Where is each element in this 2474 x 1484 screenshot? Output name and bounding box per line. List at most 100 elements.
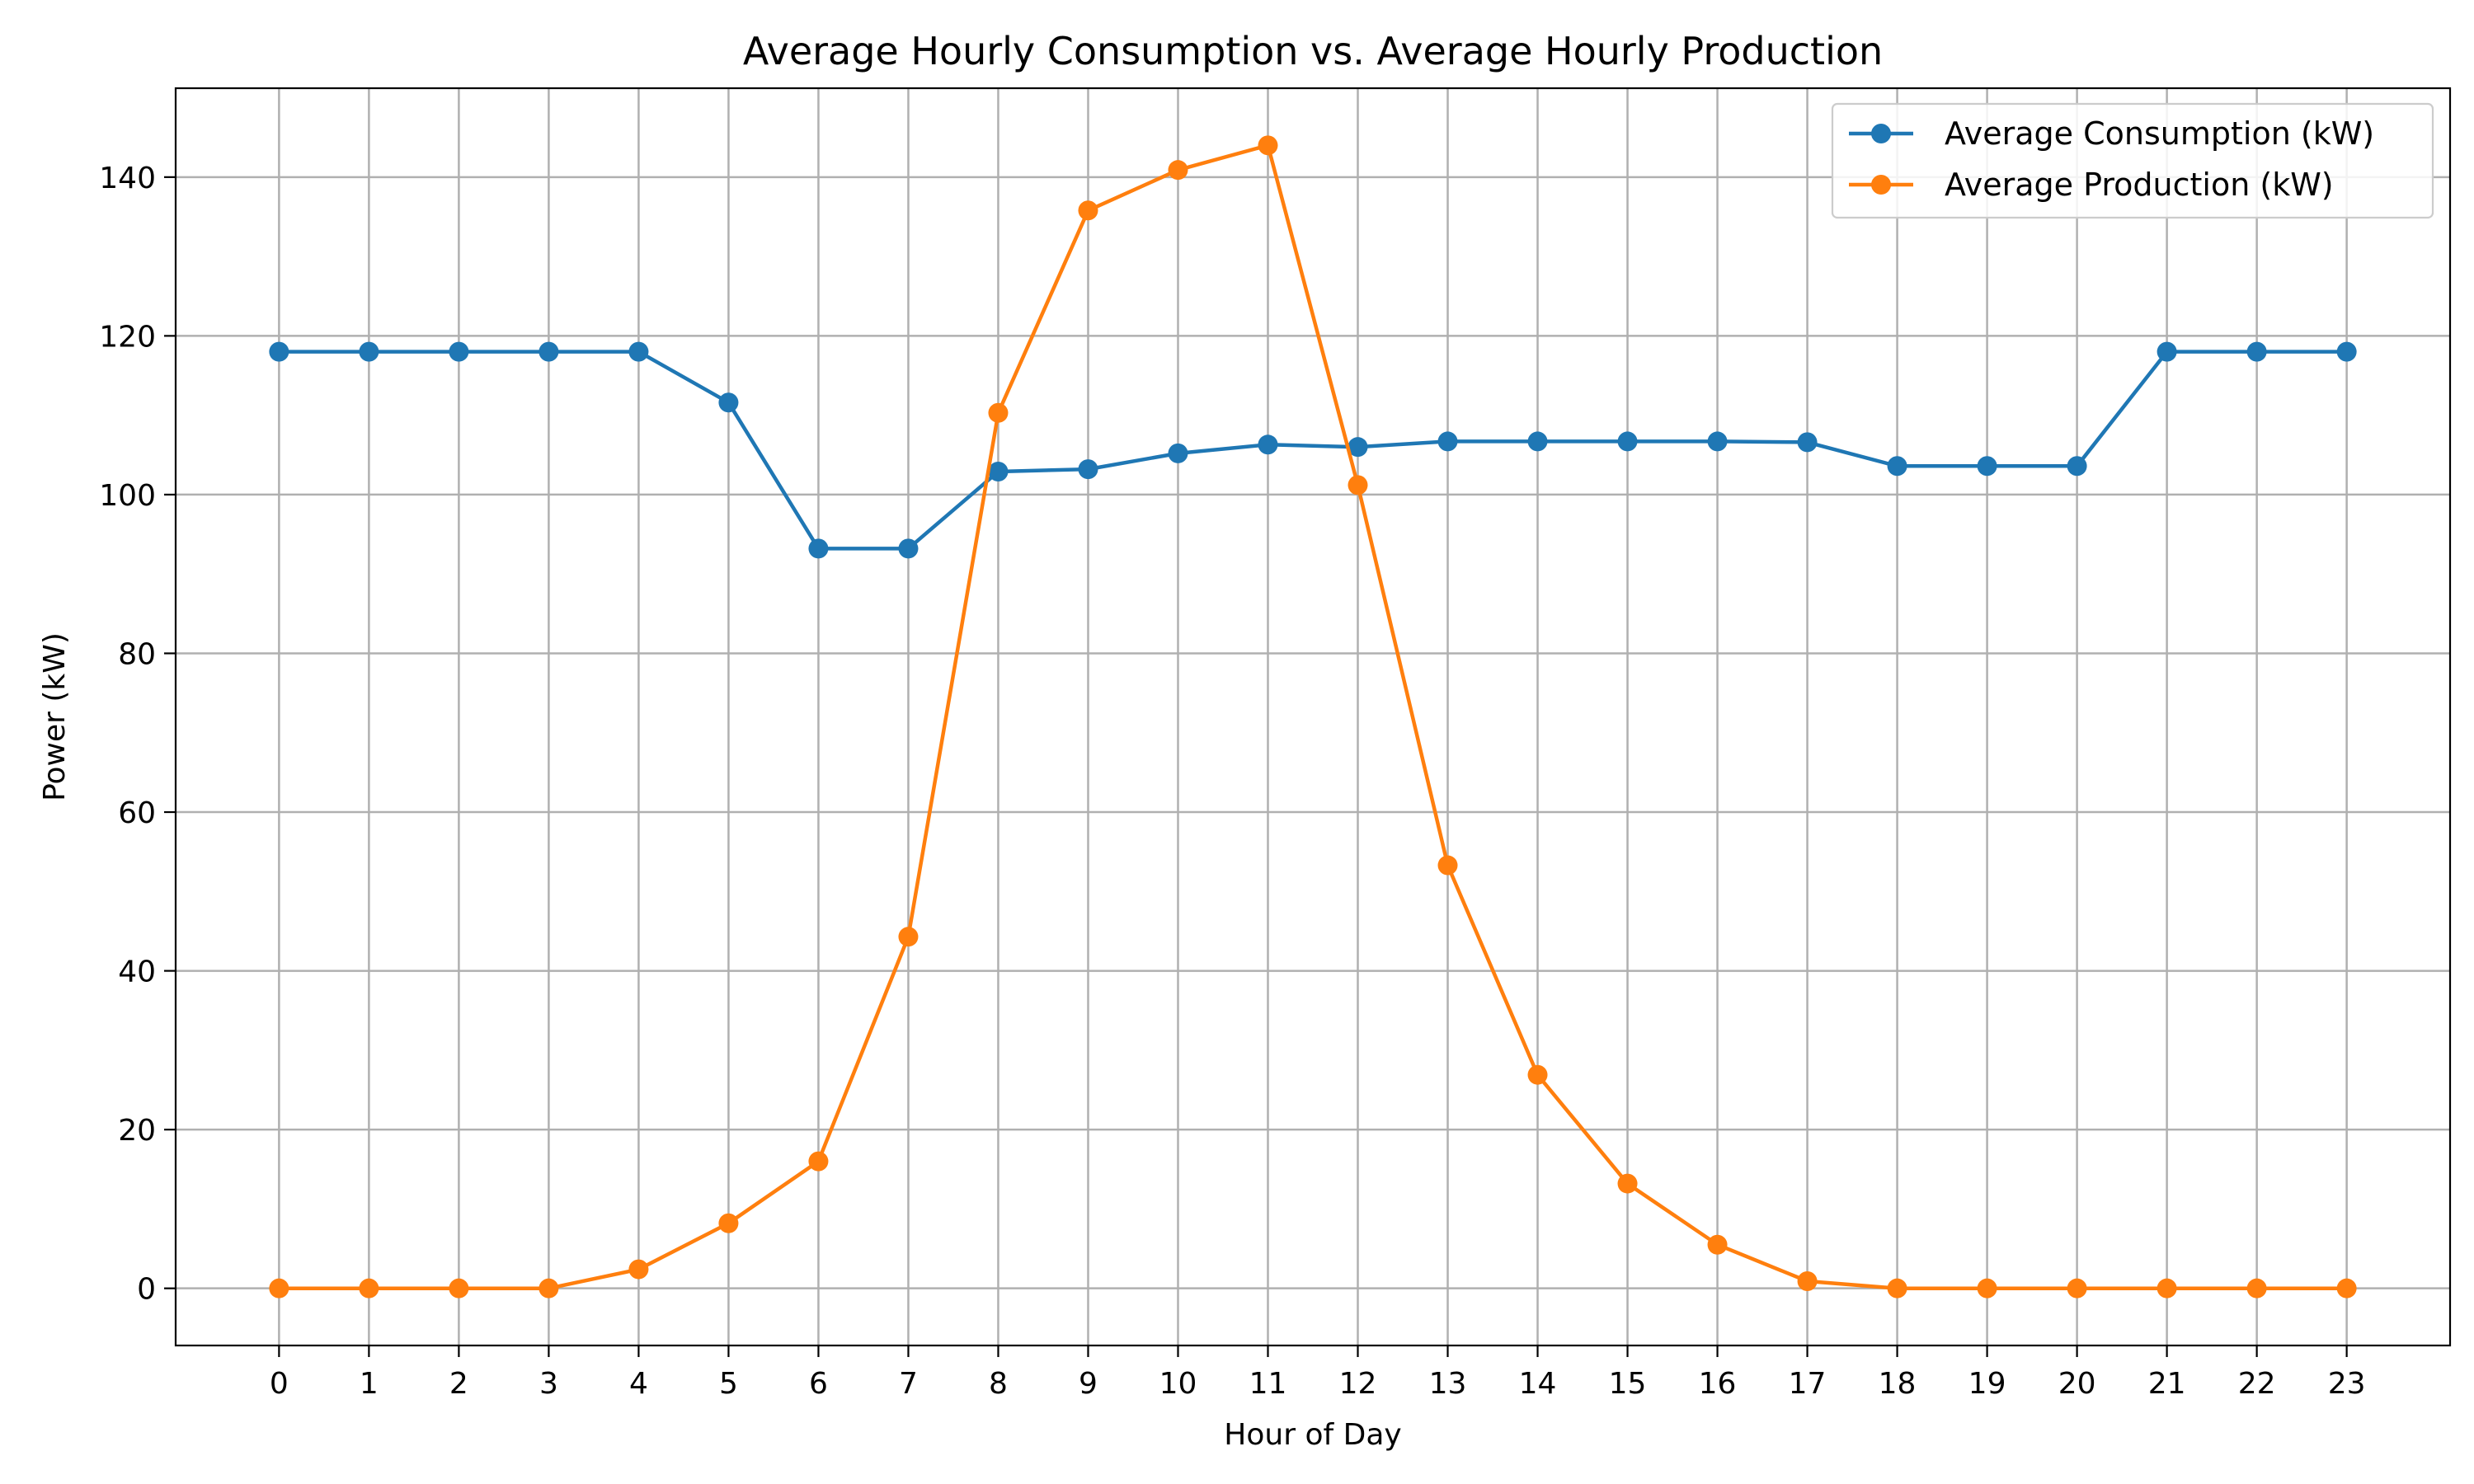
y-tick-label: 60	[118, 796, 156, 830]
data-point	[539, 1278, 559, 1298]
x-tick-label: 10	[1159, 1367, 1197, 1401]
data-point	[1437, 431, 1458, 452]
x-tick-label: 0	[270, 1367, 289, 1401]
data-point	[449, 341, 469, 362]
y-tick-label: 0	[137, 1273, 156, 1307]
data-point	[1258, 434, 1278, 455]
x-tick-label: 18	[1879, 1367, 1917, 1401]
legend-item: Average Production (kW)	[1849, 167, 2334, 203]
x-tick-label: 3	[539, 1367, 558, 1401]
data-point	[1078, 200, 1098, 221]
x-tick-label: 8	[989, 1367, 1008, 1401]
plot-frame	[174, 87, 2452, 1347]
data-point	[628, 1259, 649, 1280]
data-point	[449, 1278, 469, 1298]
data-point	[269, 1278, 289, 1298]
x-tick-label: 14	[1519, 1367, 1557, 1401]
x-tick-label: 17	[1789, 1367, 1827, 1401]
x-tick-label: 5	[719, 1367, 738, 1401]
data-point	[1617, 431, 1638, 452]
data-point	[1797, 1271, 1818, 1292]
data-point	[1707, 1234, 1728, 1255]
series-line	[279, 350, 2347, 551]
x-tick-label: 21	[2148, 1367, 2186, 1401]
series-consumption	[269, 341, 2357, 559]
legend-box	[1831, 102, 2434, 219]
data-point	[1078, 459, 1098, 480]
data-point	[718, 1213, 739, 1233]
y-tick-label: 20	[118, 1114, 156, 1148]
x-tick-label: 16	[1699, 1367, 1737, 1401]
data-point	[2246, 1278, 2267, 1298]
x-axis-label: Hour of Day	[1224, 1418, 1401, 1452]
y-tick-label: 140	[99, 162, 156, 195]
x-tick-label: 7	[899, 1367, 918, 1401]
y-tick-label: 100	[99, 479, 156, 513]
x-tick-label: 4	[629, 1367, 648, 1401]
x-tick-label: 23	[2328, 1367, 2366, 1401]
series-production	[269, 135, 2357, 1298]
x-tick-label: 12	[1339, 1367, 1377, 1401]
x-tick-label: 1	[360, 1367, 379, 1401]
grid	[176, 88, 2450, 1345]
data-point	[1258, 135, 1278, 156]
data-point	[2336, 341, 2357, 362]
data-point	[539, 341, 559, 362]
y-tick-label: 80	[118, 637, 156, 671]
data-point	[1707, 431, 1728, 452]
chart-title: Average Hourly Consumption vs. Average H…	[743, 29, 1883, 73]
data-point	[718, 392, 739, 413]
data-point	[1437, 855, 1458, 876]
data-point	[359, 341, 379, 362]
data-point	[1887, 1278, 1907, 1298]
x-tick-label: 20	[2058, 1367, 2096, 1401]
data-point	[2157, 1278, 2177, 1298]
data-point	[988, 462, 1009, 482]
data-point	[2067, 456, 2087, 477]
data-point	[1977, 1278, 1997, 1298]
legend: Average Consumption (kW) Average Producti…	[1831, 102, 2434, 219]
data-point	[808, 1151, 829, 1172]
data-point	[2157, 341, 2177, 362]
legend-item: Average Consumption (kW)	[1849, 115, 2374, 152]
x-tick-label: 19	[1968, 1367, 2006, 1401]
x-tick-label: 6	[809, 1367, 828, 1401]
data-point	[988, 402, 1009, 423]
data-point	[1617, 1173, 1638, 1194]
data-point	[2246, 341, 2267, 362]
data-point	[2067, 1278, 2087, 1298]
data-point	[269, 341, 289, 362]
x-tick-label: 9	[1079, 1367, 1098, 1401]
data-point	[1797, 432, 1818, 453]
y-tick-label: 120	[99, 320, 156, 354]
data-point	[1527, 1064, 1548, 1085]
data-point	[898, 538, 919, 559]
data-point	[1348, 475, 1368, 495]
data-point	[1977, 456, 1997, 477]
data-point	[1887, 456, 1907, 477]
x-tick-label: 13	[1429, 1367, 1467, 1401]
data-point	[2336, 1278, 2357, 1298]
data-point	[1168, 443, 1188, 463]
y-axis-label: Power (kW)	[38, 632, 72, 801]
data-point	[628, 341, 649, 362]
series-line	[279, 143, 2347, 1290]
x-tick-label: 11	[1249, 1367, 1287, 1401]
data-point	[808, 538, 829, 559]
data-point	[898, 927, 919, 947]
series-layer	[269, 135, 2357, 1298]
data-point	[359, 1278, 379, 1298]
x-axis-ticks: 0 1 2 3 4 5 6 7 8 9 10 11 12 13 14 15 16 17 18 19 20 21 22 23	[270, 1345, 2366, 1401]
y-tick-label: 40	[118, 956, 156, 989]
x-tick-label: 15	[1609, 1367, 1647, 1401]
legend-label: Average Consumption (kW)	[1945, 115, 2374, 152]
legend-label: Average Production (kW)	[1945, 167, 2334, 203]
data-point	[1168, 160, 1188, 181]
y-axis-ticks: 0 20 40 60 80 100 120 140	[99, 162, 176, 1307]
data-point	[1527, 431, 1548, 452]
x-tick-label: 22	[2238, 1367, 2276, 1401]
legend-marker	[1871, 124, 1891, 143]
legend-marker	[1871, 175, 1891, 195]
